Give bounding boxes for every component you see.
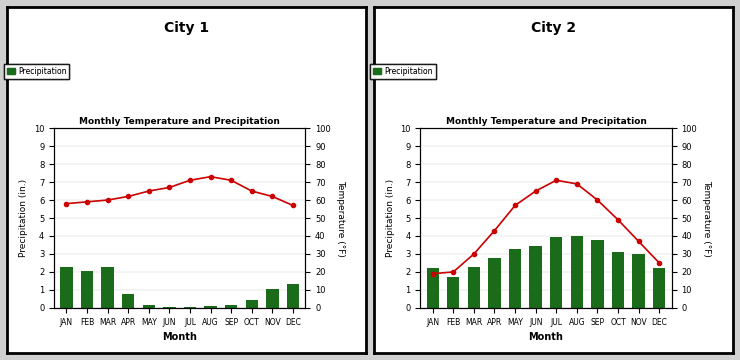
Bar (143, 305, 155, 308)
Legend: Precipitation: Precipitation (4, 64, 70, 79)
Title: Monthly Temperature and Precipitation: Monthly Temperature and Precipitation (79, 117, 280, 126)
Bar (204, 306, 217, 308)
Y-axis label: Temperature (°F): Temperature (°F) (702, 180, 711, 256)
Bar (468, 266, 480, 308)
Y-axis label: Precipitation (in.): Precipitation (in.) (19, 179, 28, 257)
Bar (633, 254, 645, 308)
Bar (447, 277, 460, 308)
Bar (81, 271, 93, 308)
Bar (184, 307, 196, 308)
Bar (246, 300, 258, 308)
Bar (653, 268, 665, 308)
Bar (266, 289, 278, 308)
Text: City 2: City 2 (531, 21, 576, 35)
Text: City 1: City 1 (164, 21, 209, 35)
Legend: Precipitation: Precipitation (370, 64, 436, 79)
Bar (101, 266, 114, 308)
Bar (164, 307, 175, 308)
Bar (60, 266, 73, 308)
Bar (571, 236, 583, 308)
Y-axis label: Temperature (°F): Temperature (°F) (336, 180, 345, 256)
Bar (225, 305, 238, 308)
Bar (426, 268, 439, 308)
Bar (488, 257, 501, 308)
Bar (287, 284, 299, 308)
Bar (122, 294, 135, 308)
X-axis label: Month: Month (162, 332, 197, 342)
Y-axis label: Precipitation (in.): Precipitation (in.) (386, 179, 394, 257)
Legend: Temperature: Temperature (394, 64, 463, 79)
Title: Monthly Temperature and Precipitation: Monthly Temperature and Precipitation (445, 117, 647, 126)
Bar (530, 246, 542, 308)
Bar (591, 240, 604, 308)
Bar (550, 237, 562, 308)
Bar (509, 248, 521, 308)
X-axis label: Month: Month (528, 332, 563, 342)
Bar (612, 252, 625, 308)
